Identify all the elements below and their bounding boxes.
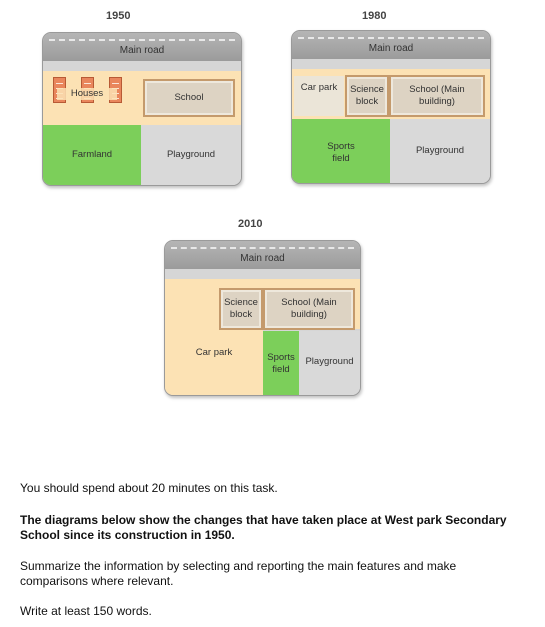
year-label-2010: 2010 [238,218,263,230]
playground-label: Playground [166,149,216,160]
road-markings [298,37,484,39]
word-count-instruction: Write at least 150 words. [20,604,152,618]
playground [390,119,490,183]
science-block: Science block [345,75,389,117]
playground-label: Playground [415,145,465,156]
map-2010: Main road Car park Science block School … [164,240,361,396]
farmland-label: Farmland [71,149,113,160]
main-road-label: Main road [368,43,414,54]
year-label-1950: 1950 [106,10,131,22]
map-1950: Main road Houses School Farmland Playgro… [42,32,242,186]
car-park [294,76,344,116]
main-road: Main road [165,241,360,269]
playground-label: Playground [305,356,354,367]
task-prompt: The diagrams below show the changes that… [20,513,507,542]
sports-field-label: Sports field [267,352,295,375]
school-label: School [174,92,204,103]
school-main-building: School (Main building) [263,288,355,330]
task-instruction: Summarize the information by selecting a… [20,559,457,588]
sports-field-label: Sports field [327,141,355,164]
science-block: Science block [219,288,263,330]
school-main-building: School (Main building) [389,75,485,117]
playground [141,125,241,185]
science-block-label: Science block [224,297,258,320]
year-label-1980: 1980 [362,10,387,22]
school-label: School (Main building) [409,84,465,107]
map-1980: Main road Car park Science block School … [291,30,491,184]
road-markings [171,247,354,249]
road-markings [49,39,235,41]
science-block-label: Science block [350,84,384,107]
main-road-label: Main road [240,253,285,264]
car-park-label: Car park [300,82,338,93]
farmland [43,125,141,185]
houses-label: Houses [57,88,117,100]
sports-field [292,119,390,183]
school-building: School [143,79,235,117]
main-road-label: Main road [119,45,165,56]
main-road: Main road [43,33,241,61]
car-park-label: Car park [195,347,233,358]
playground [299,331,360,395]
school-label: School (Main building) [281,297,337,320]
main-road: Main road [292,31,490,59]
time-instruction: You should spend about 20 minutes on thi… [20,481,278,495]
sports-field [263,331,299,395]
